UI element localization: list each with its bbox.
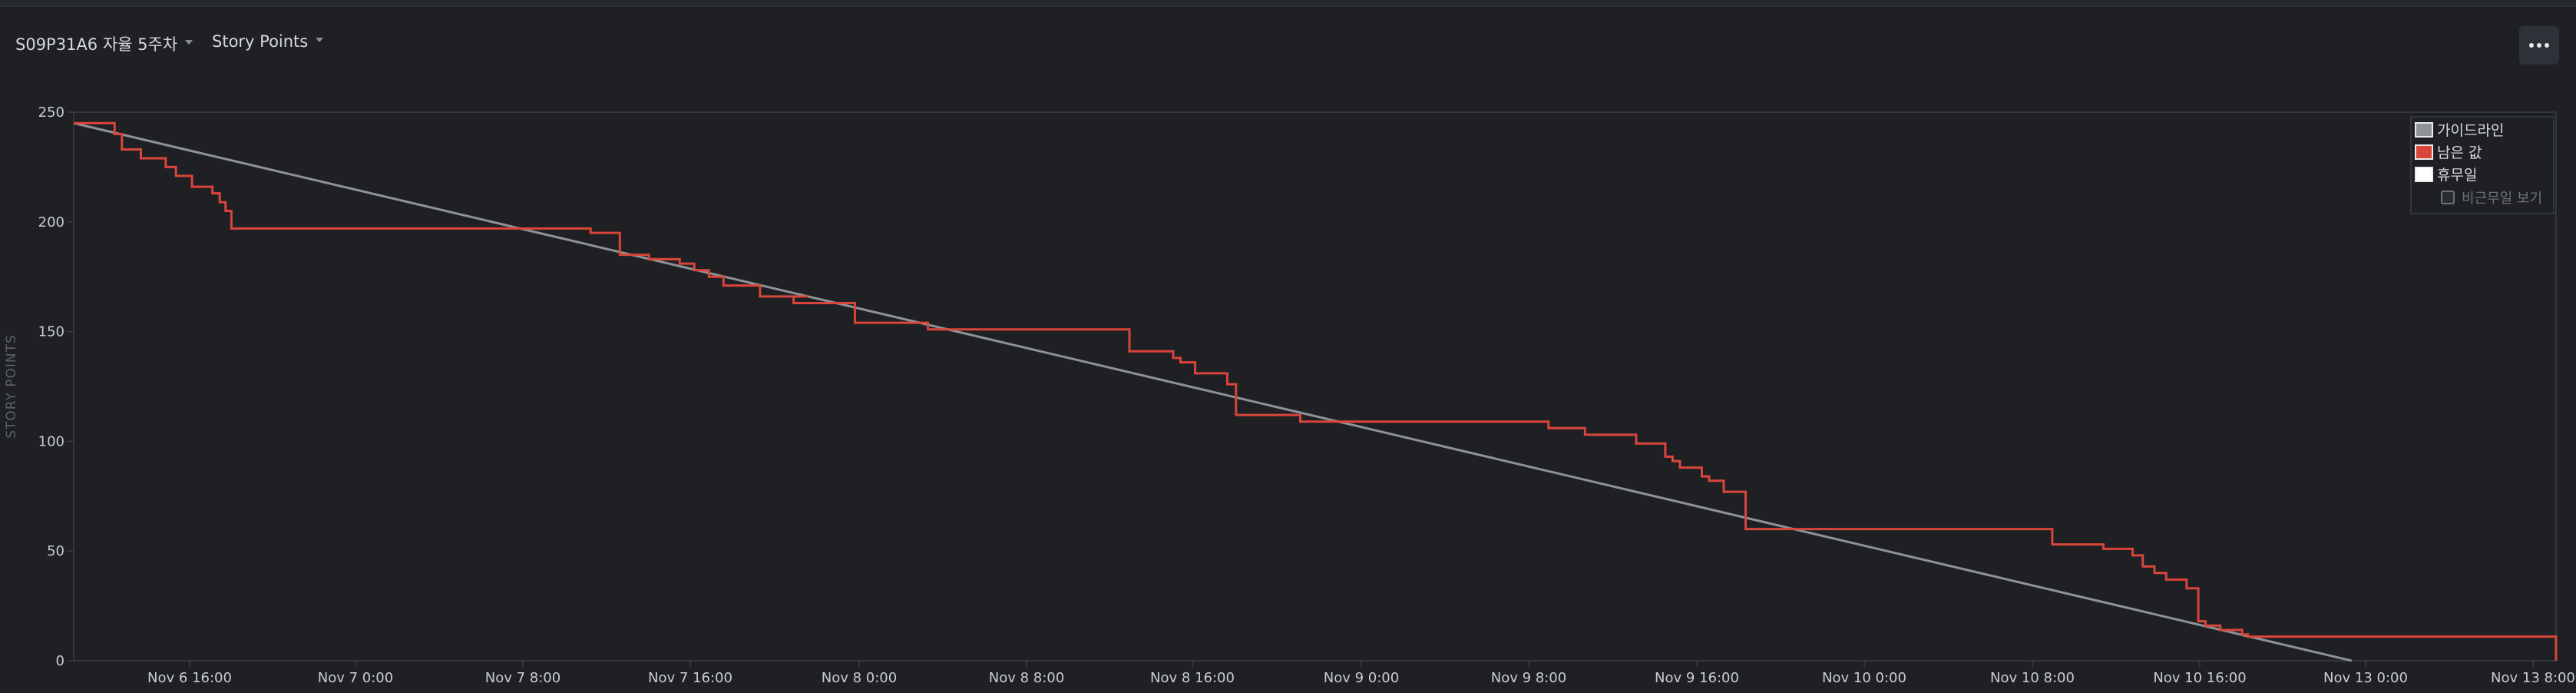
sprint-select-label: S09P31A6 자율 5주차 [15, 35, 178, 54]
sprint-select[interactable]: S09P31A6 자율 5주차 [15, 32, 193, 55]
x-tick-label: Nov 10 16:00 [2153, 670, 2246, 686]
x-tick-label: Nov 10 8:00 [1990, 670, 2075, 686]
plot-frame [73, 111, 2557, 662]
x-tick-label: Nov 8 16:00 [1150, 670, 1235, 686]
y-tick-label: 100 [38, 433, 64, 449]
x-tick-label: Nov 13 0:00 [2323, 670, 2408, 686]
legend-label-remaining: 남은 값 [2437, 144, 2482, 161]
metric-select[interactable]: Story Points [212, 32, 324, 51]
x-tick-label: Nov 8 0:00 [822, 670, 897, 686]
legend-box [2410, 116, 2555, 214]
x-tick-label: Nov 10 0:00 [1822, 670, 1906, 686]
chart-axes: 0 50 100 150 200 250 STORY POINTS Nov 6 16:00 No… [4, 104, 2575, 686]
metric-select-label: Story Points [212, 32, 309, 51]
x-tick-label: Nov 9 0:00 [1324, 670, 1399, 686]
x-tick-label: Nov 7 16:00 [648, 670, 732, 686]
chart-toolbar: S09P31A6 자율 5주차 Story Points [0, 26, 2576, 66]
y-tick-label: 150 [38, 324, 64, 340]
chart-series [73, 121, 2558, 662]
legend-swatch-holiday[interactable] [2415, 167, 2433, 182]
non-working-days-checkbox[interactable] [2441, 191, 2455, 204]
non-working-days-label: 비근무일 보기 [2462, 191, 2542, 207]
legend-label-holiday: 휴무일 [2437, 167, 2477, 184]
guideline-series [73, 121, 2353, 662]
top-divider [0, 0, 2576, 7]
x-tick-label: Nov 9 16:00 [1655, 670, 1739, 686]
y-tick-label: 250 [38, 104, 64, 121]
x-tick-label: Nov 8 8:00 [989, 670, 1064, 686]
more-horizontal-icon [2529, 43, 2534, 48]
chart-legend: 가이드라인 남은 값 휴무일 비근무일 보기 [2410, 116, 2555, 214]
x-tick-label: Nov 13 8:00 [2491, 670, 2575, 686]
x-tick-label: Nov 7 0:00 [318, 670, 393, 686]
more-options-button[interactable] [2519, 26, 2559, 65]
remaining-series [74, 121, 2558, 661]
chevron-down-icon [316, 38, 324, 42]
x-tick-label: Nov 7 8:00 [485, 670, 561, 686]
x-tick-label: Nov 9 8:00 [1491, 670, 1566, 686]
y-tick-label: 0 [56, 653, 64, 669]
y-axis-label: STORY POINTS [4, 334, 19, 439]
y-tick-label: 200 [38, 214, 64, 230]
x-tick-label: Nov 6 16:00 [147, 670, 232, 686]
legend-swatch-guideline[interactable] [2415, 122, 2433, 138]
y-tick-label: 50 [47, 543, 64, 559]
legend-swatch-remaining[interactable] [2415, 144, 2433, 160]
chevron-down-icon [185, 40, 193, 45]
legend-label-guideline: 가이드라인 [2437, 122, 2504, 139]
